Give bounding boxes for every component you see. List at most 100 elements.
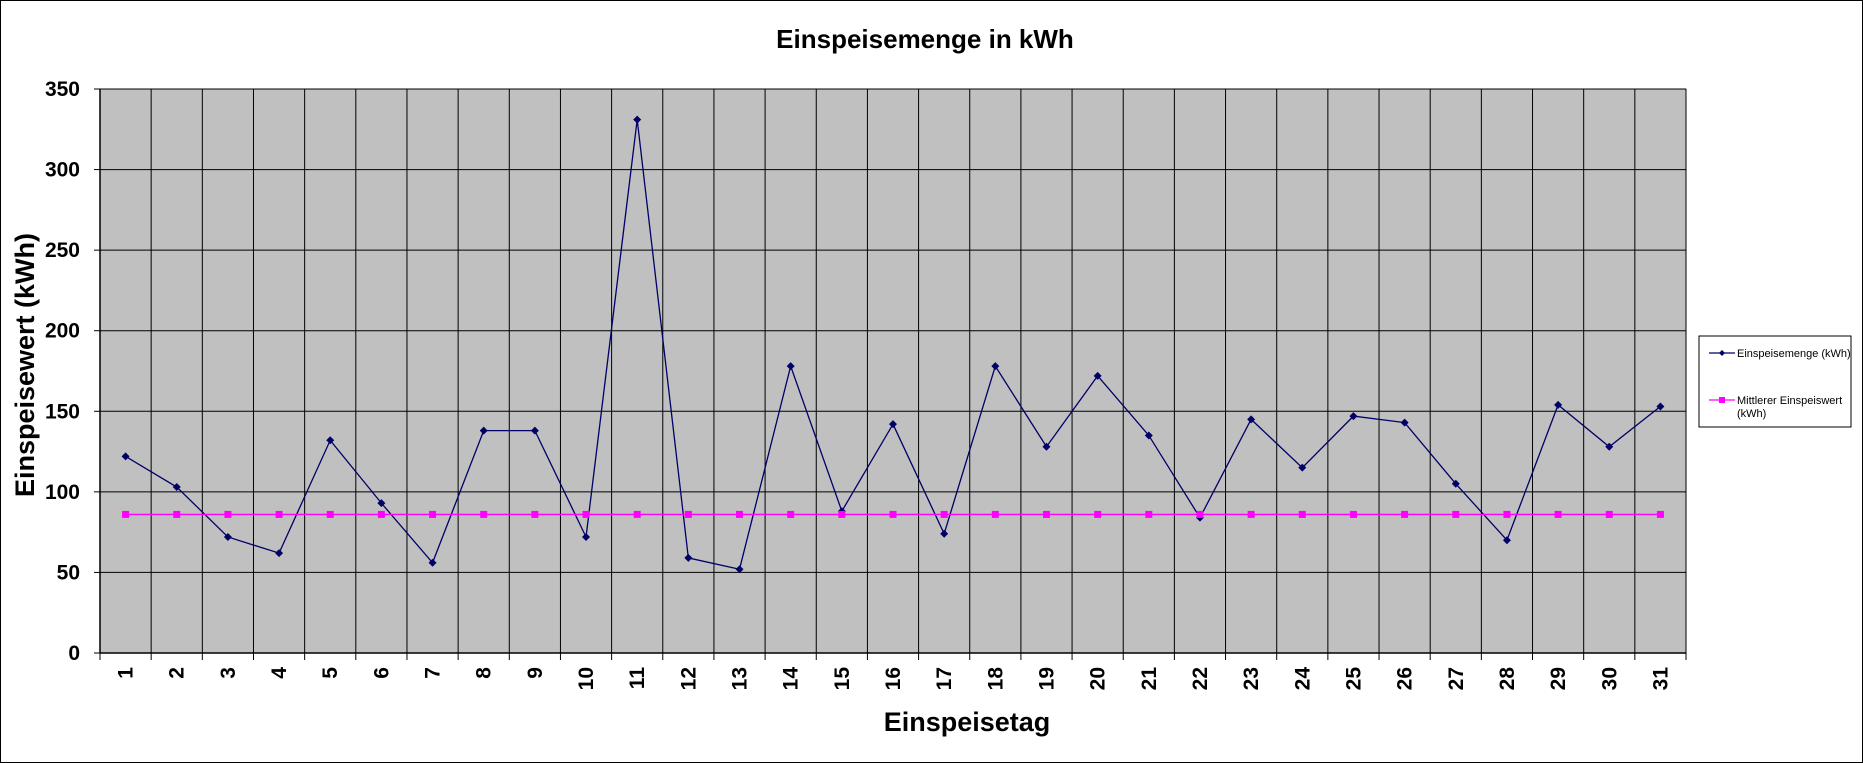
x-tick-label: 26 (1394, 667, 1417, 690)
data-point (889, 420, 897, 429)
x-tick-label: 21 (1138, 667, 1161, 691)
data-point (480, 510, 488, 518)
x-tick-label: 28 (1496, 667, 1519, 691)
data-point (1196, 510, 1204, 518)
legend-entry: Mittlerer Einspeiswert(kWh) (1709, 395, 1842, 420)
x-tick-label: 12 (677, 667, 700, 690)
data-point (1451, 479, 1460, 488)
data-point (173, 510, 181, 518)
data-point (889, 510, 897, 518)
legend: Einspeisemenge (kWh) Mittlerer Einspeiswe… (1698, 335, 1852, 428)
data-point (223, 532, 232, 541)
data-point (224, 510, 232, 518)
x-tick-label: 11 (626, 667, 649, 690)
data-point (326, 510, 334, 518)
x-tick-label: 23 (1240, 667, 1263, 690)
data-point (1042, 442, 1051, 451)
data-point (122, 510, 130, 518)
data-point (1042, 510, 1050, 518)
data-point (582, 510, 590, 518)
data-point (633, 510, 641, 518)
data-point (633, 115, 642, 124)
data-point (377, 510, 385, 518)
x-tick-label: 15 (831, 667, 854, 691)
x-tick-label: 29 (1547, 667, 1570, 690)
x-tick-label: 24 (1291, 667, 1314, 691)
data-point (1605, 510, 1613, 518)
data-point (1247, 415, 1256, 424)
data-point (1605, 442, 1614, 451)
y-tick-label: 300 (45, 159, 80, 182)
x-tick-label: 10 (575, 667, 598, 690)
legend-label: (kWh) (1737, 408, 1766, 420)
data-point (1349, 510, 1357, 518)
x-tick-label: 2 (166, 667, 189, 679)
x-tick-label: 31 (1649, 667, 1672, 691)
data-point (429, 510, 437, 518)
data-point (1554, 510, 1562, 518)
data-point (1656, 510, 1664, 518)
data-point (1503, 510, 1511, 518)
y-tick-label: 50 (57, 561, 80, 584)
x-tick-label: 27 (1445, 667, 1468, 690)
data-point (1554, 400, 1563, 409)
data-point (172, 483, 181, 492)
y-axis-title: Einspeisewert (kWh) (10, 233, 40, 497)
x-tick-label: 8 (473, 667, 496, 679)
data-point (582, 532, 591, 541)
data-point (1502, 536, 1511, 545)
x-tick-label: 16 (882, 667, 905, 690)
data-point (479, 426, 488, 435)
x-axis-ticks: 1 2 3 4 5 6 7 8 9 10 11 12 13 14 15 16 17 18 19 20 21 22 23 24 2… (99, 653, 1687, 691)
y-tick-label: 150 (45, 400, 80, 423)
legend-box (1698, 335, 1852, 428)
data-point (1452, 510, 1460, 518)
x-tick-label: 1 (115, 667, 138, 679)
data-point (1656, 402, 1665, 411)
data-point (991, 510, 999, 518)
x-tick-label: 3 (217, 667, 240, 679)
x-tick-label: 30 (1598, 667, 1621, 690)
data-point (1401, 510, 1409, 518)
x-tick-label: 22 (1189, 667, 1212, 690)
plot-area (99, 88, 1687, 654)
x-tick-label: 5 (319, 667, 342, 679)
x-tick-label: 19 (1035, 667, 1058, 690)
y-tick-label: 200 (45, 320, 80, 343)
x-tick-label: 18 (984, 667, 1007, 691)
data-point (1094, 510, 1102, 518)
data-point (736, 510, 744, 518)
x-tick-label: 13 (729, 667, 752, 690)
data-point (991, 362, 1000, 371)
plot-background (99, 88, 1687, 654)
data-point (1144, 431, 1153, 440)
data-point (1247, 510, 1255, 518)
y-axis-ticks: 0 50 100 150 200 250 300 350 (45, 78, 100, 665)
x-axis-title: Einspeisetag (884, 707, 1051, 737)
y-tick-label: 250 (45, 239, 80, 262)
data-point (1093, 371, 1102, 380)
data-point (684, 553, 693, 562)
x-tick-label: 17 (933, 667, 956, 690)
data-point (940, 510, 948, 518)
legend-label: Mittlerer Einspeiswert (1737, 395, 1842, 407)
data-point (428, 558, 437, 567)
x-tick-label: 25 (1342, 667, 1365, 691)
data-point (530, 426, 539, 435)
data-point (121, 452, 130, 461)
legend-label: Einspeisemenge (kWh) (1737, 348, 1851, 360)
x-tick-label: 7 (422, 667, 445, 679)
chart-title: Einspeisemenge in kWh (776, 24, 1074, 54)
series-2 (122, 510, 1664, 518)
data-point (326, 436, 335, 445)
data-point (275, 510, 283, 518)
legend-entry: Einspeisemenge (kWh) (1709, 348, 1851, 360)
data-point (275, 549, 284, 558)
x-tick-label: 20 (1087, 667, 1110, 690)
y-tick-label: 100 (45, 481, 80, 504)
data-point (1298, 463, 1307, 472)
x-tick-label: 14 (780, 667, 803, 691)
data-point (531, 510, 539, 518)
x-tick-label: 4 (268, 667, 291, 679)
